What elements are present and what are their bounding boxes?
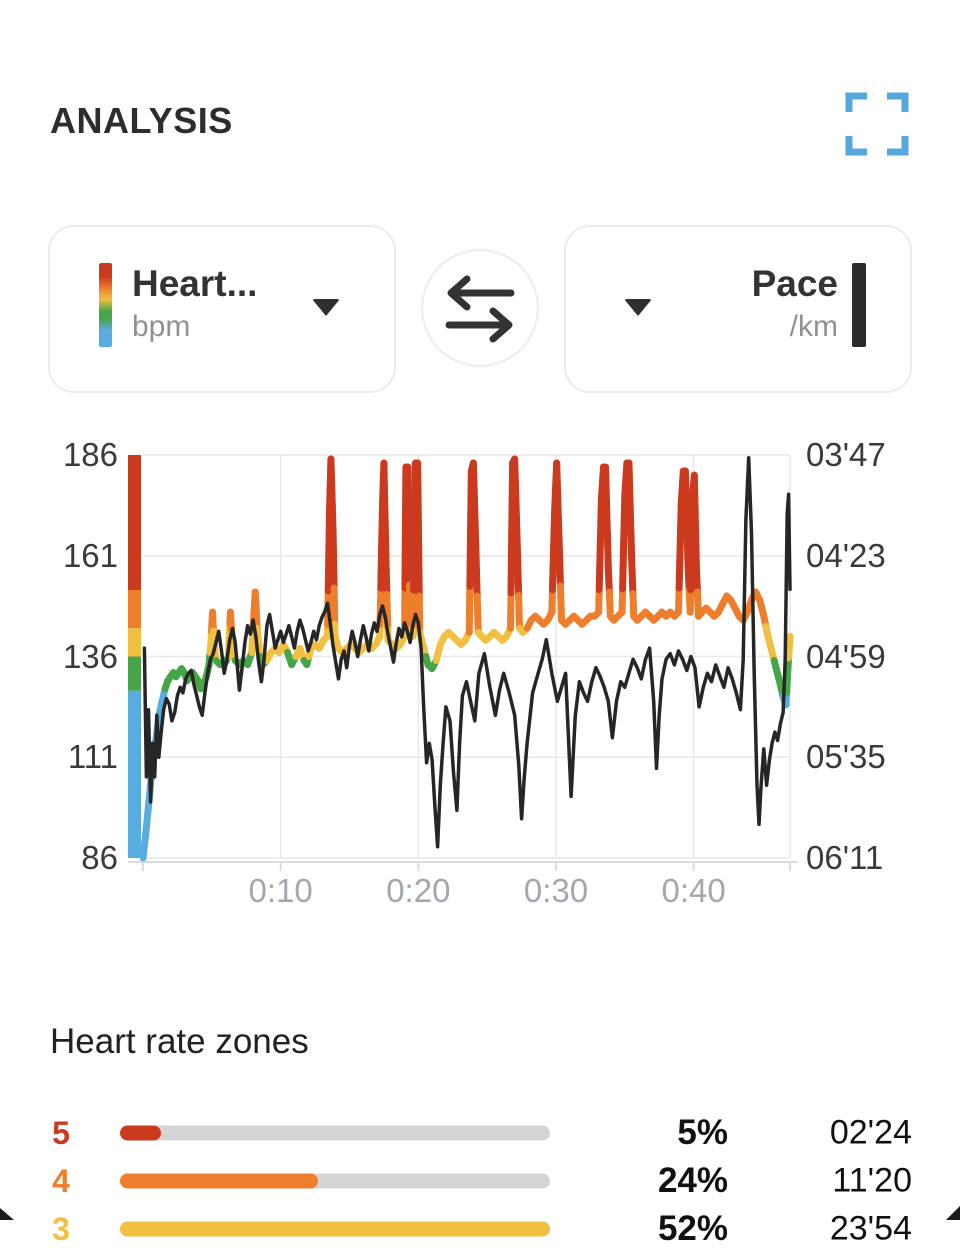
hr-axis-tick: 161	[38, 537, 118, 575]
zone-time: 23'54	[740, 1210, 912, 1249]
zone-time: 11'20	[740, 1162, 912, 1201]
zone-progress-fill	[120, 1174, 318, 1189]
time-axis-tick: 0:30	[524, 872, 588, 910]
zone-percent: 24%	[560, 1161, 728, 1201]
zone-progress-fill	[120, 1222, 550, 1237]
pace-axis-tick: 04'23	[806, 537, 886, 575]
zone-time: 02'24	[740, 1114, 912, 1153]
pace-axis-tick: 05'35	[806, 738, 886, 776]
time-axis-tick: 0:20	[386, 872, 450, 910]
zone-row-4: 4 24% 11'20	[0, 1157, 960, 1205]
hr-axis-tick: 136	[38, 638, 118, 676]
zone-progress-track	[120, 1126, 550, 1141]
zone-number: 3	[40, 1213, 82, 1245]
axis-zone-band-1	[128, 691, 141, 858]
zone-progress-fill	[120, 1126, 161, 1141]
axis-zone-band-3	[128, 628, 141, 656]
zone-number: 5	[40, 1117, 82, 1149]
zone-number: 4	[40, 1165, 82, 1197]
zone-progress-track	[120, 1174, 550, 1189]
axis-zone-band-2	[128, 657, 141, 691]
time-axis-labels: 0:10 0:20 0:30 0:40	[0, 872, 960, 912]
hr-axis-tick: 186	[38, 436, 118, 474]
time-axis-tick: 0:10	[249, 872, 313, 910]
zone-percent: 52%	[560, 1209, 728, 1249]
time-axis-tick: 0:40	[662, 872, 726, 910]
axis-zone-band-5	[128, 455, 141, 590]
pace-axis-tick: 04'59	[806, 638, 886, 676]
heart-rate-zones-title: Heart rate zones	[50, 1022, 309, 1062]
zone-row-5: 5 5% 02'24	[0, 1109, 960, 1157]
zone-progress-track	[120, 1222, 550, 1237]
zone-row-3: 3 52% 23'54	[0, 1205, 960, 1253]
axis-zone-band-4	[128, 590, 141, 628]
hr-axis-tick: 111	[38, 738, 118, 776]
zone-percent: 5%	[560, 1113, 728, 1153]
pace-axis-tick: 03'47	[806, 436, 886, 474]
